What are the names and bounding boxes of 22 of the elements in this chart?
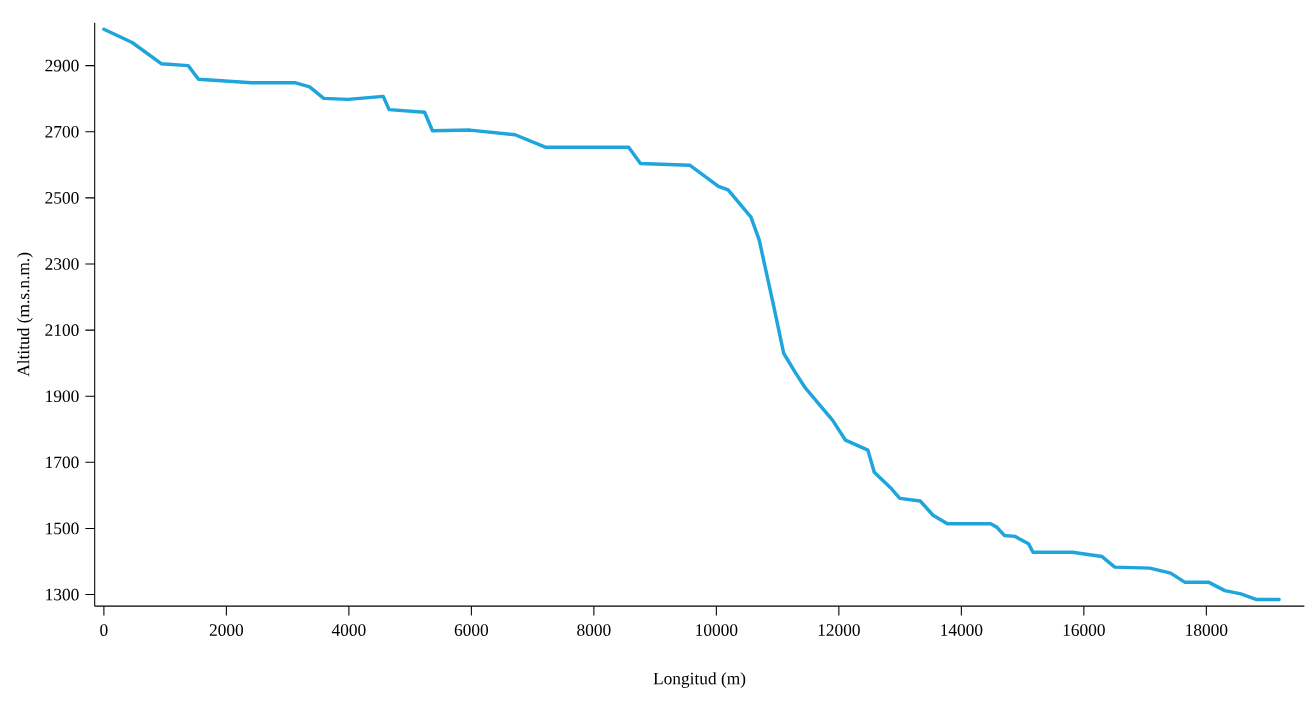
y-tick-label: 1500 (46, 522, 79, 535)
y-tick-label: 1900 (46, 390, 79, 402)
x-tick-label: 4000 (331, 624, 366, 636)
x-tick-label: 0 (100, 624, 108, 636)
x-tick-label: 18000 (1186, 624, 1228, 636)
x-tick-label: 10000 (696, 624, 738, 636)
y-tick-label: 2100 (45, 324, 79, 336)
y-tick-label: 2300 (45, 258, 79, 270)
x-axis-title: Longitud (m) (653, 672, 746, 688)
y-tick-label: 1300 (46, 588, 79, 601)
x-tick-label: 16000 (1063, 624, 1105, 636)
y-tick-label: 2500 (45, 191, 79, 204)
x-tick-label: 6000 (454, 624, 489, 636)
y-tick-label: 2900 (45, 59, 79, 72)
y-axis-title: Altitud (m.s.n.m.) (17, 252, 33, 377)
x-tick-label: 8000 (577, 624, 611, 636)
x-tick-label: 2000 (209, 624, 244, 636)
y-tick-label: 1700 (46, 456, 79, 469)
y-tick-label: 2700 (45, 125, 79, 138)
x-tick-label: 12000 (818, 624, 860, 636)
line-series (102, 27, 1281, 602)
x-tick-label: 14000 (941, 624, 983, 636)
